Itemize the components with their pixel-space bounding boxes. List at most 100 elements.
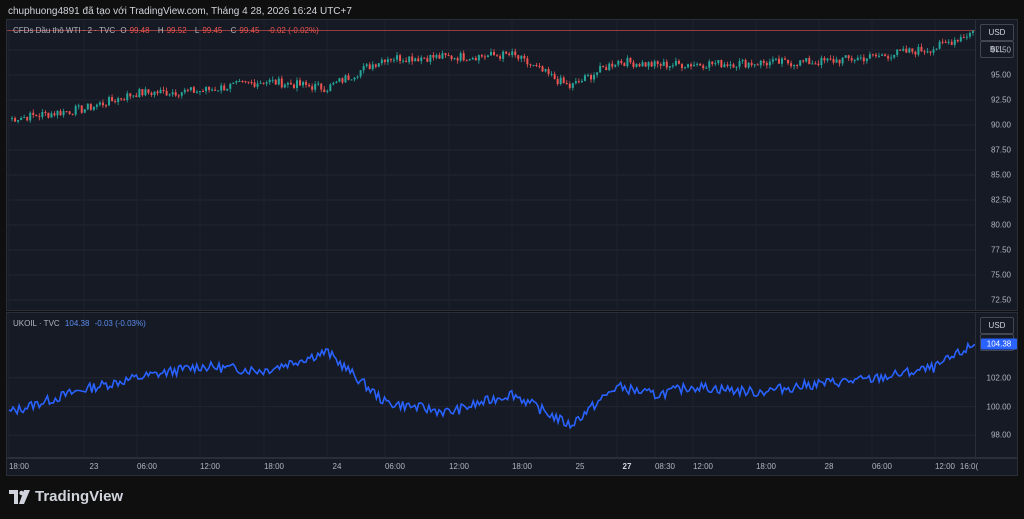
wti-candle (120, 97, 123, 102)
wti-candle (593, 72, 596, 83)
wti-candle (456, 56, 459, 64)
wti-candle (671, 62, 674, 69)
wti-candle (274, 79, 277, 86)
wti-candle (411, 53, 414, 65)
time-axis[interactable]: 18:00 23 06:00 12:00 18:00 24 06:00 12:00 18:00 2… (6, 458, 1018, 476)
wti-candle (705, 65, 708, 69)
wti-candle (662, 58, 665, 67)
wti-symbol[interactable]: CFDs Dầu thô WTI · 2 · TVC (13, 26, 116, 35)
wti-candle (250, 79, 253, 85)
wti-candle (580, 78, 583, 83)
wti-candle (790, 60, 793, 69)
wti-candle (690, 62, 693, 70)
wti-measure-unit[interactable]: BLL (980, 41, 1014, 58)
wti-candle (405, 57, 408, 63)
ukoil-currency-unit[interactable]: USD (980, 317, 1014, 334)
wti-candle (544, 68, 547, 73)
wti-candle (286, 81, 289, 88)
wti-candle (887, 54, 890, 62)
wti-candle (811, 60, 814, 65)
wti-candle (483, 54, 486, 61)
wti-candle (23, 114, 26, 119)
wti-candle (480, 53, 483, 58)
wti-candle (632, 59, 635, 69)
wti-candle (350, 79, 353, 81)
ukoil-price-panel[interactable]: UKOIL · TVC 104.38 -0.03 (-0.03%) USD BL… (6, 312, 1018, 458)
wti-candle (787, 59, 790, 66)
wti-candle (623, 62, 626, 67)
wti-candle (477, 54, 480, 64)
wti-candle (50, 111, 53, 118)
wti-candle (396, 52, 399, 63)
wti-candle (226, 88, 229, 92)
time-axis-tick: 12:00 (934, 462, 956, 471)
wti-candle (693, 61, 696, 67)
time-axis-tick: 24 (332, 462, 342, 471)
wti-candle (844, 54, 847, 58)
wti-close: 99.45 (239, 26, 260, 35)
wti-candle (920, 43, 923, 52)
wti-price-scale[interactable]: USD BLL 97.50 95.00 92.50 90.00 87.50 85.00 82… (975, 20, 1017, 310)
wti-candle (877, 52, 880, 58)
wti-candle (462, 50, 465, 62)
wti-candle (380, 57, 383, 66)
wti-candle (514, 48, 517, 58)
wti-candle (496, 53, 499, 57)
wti-candle (174, 89, 177, 97)
wti-candle (471, 56, 474, 61)
wti-candle (914, 50, 917, 58)
wti-candle (871, 53, 874, 57)
wti-candle (489, 48, 492, 56)
wti-candle (884, 53, 887, 57)
wti-candle (180, 91, 183, 99)
wti-candle (299, 77, 302, 87)
wti-candle (962, 33, 965, 39)
wti-candle (486, 54, 489, 58)
wti-candle (777, 55, 780, 64)
wti-candle (189, 86, 192, 92)
wti-candle (41, 109, 44, 120)
wti-candle (344, 74, 347, 83)
wti-candle (365, 62, 368, 68)
wti-candle (738, 58, 741, 70)
wti-candle (320, 83, 323, 93)
wti-candle (408, 56, 411, 65)
wti-candle (271, 76, 274, 84)
wti-candle (138, 87, 141, 98)
wti-candle (559, 74, 562, 86)
ukoil-line-plot[interactable] (7, 313, 978, 457)
wti-candle (523, 53, 526, 62)
wti-candle (80, 105, 83, 114)
wti-change: -0.02 (-0.02%) (267, 26, 319, 35)
wti-candle (926, 47, 929, 54)
wti-candle (314, 81, 317, 93)
wti-candle (171, 89, 174, 97)
wti-currency-unit[interactable]: USD (980, 24, 1014, 41)
tradingview-logo-text: TradingView (35, 488, 124, 505)
wti-candle (259, 80, 262, 84)
wti-candle (750, 59, 753, 68)
wti-candle (890, 54, 893, 62)
wti-candle (696, 62, 699, 67)
wti-candle (280, 75, 283, 89)
ukoil-symbol[interactable]: UKOIL · TVC (13, 319, 60, 328)
wti-candle (302, 80, 305, 88)
wti-candle (499, 54, 502, 62)
wti-candle (687, 63, 690, 69)
wti-candle (677, 59, 680, 65)
wti-candle (650, 60, 653, 68)
wti-candle (229, 82, 232, 93)
time-axis-tick: 18:00 (755, 462, 777, 471)
wti-candle (784, 56, 787, 61)
wti-y-tick: 92.50 (990, 95, 1011, 105)
wti-candle (420, 55, 423, 65)
wti-price-panel[interactable]: CFDs Dầu thô WTI · 2 · TVC O 99.48 H 99.52… (6, 19, 1018, 311)
wti-candlestick-plot[interactable] (7, 20, 978, 310)
wti-candle (968, 31, 971, 39)
wti-candle (586, 73, 589, 77)
wti-candle (392, 57, 395, 63)
wti-candle (117, 96, 120, 106)
wti-candle (680, 63, 683, 72)
wti-candle (235, 80, 238, 85)
